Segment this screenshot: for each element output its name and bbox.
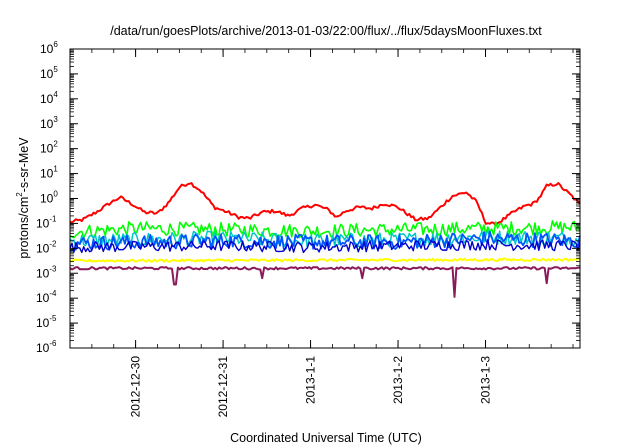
plot-frame xyxy=(69,48,581,349)
series-line-0 xyxy=(69,182,581,227)
y-tick-label: 105 xyxy=(40,65,58,81)
x-tick-label: 2012-12-30 xyxy=(129,356,143,418)
y-tick-label: 10-4 xyxy=(36,289,57,305)
series-line-6 xyxy=(69,266,581,298)
x-tick-label: 2013-1-2 xyxy=(391,356,405,404)
y-tick-label: 101 xyxy=(40,165,58,181)
y-tick-label: 10-1 xyxy=(36,214,57,230)
series-line-1 xyxy=(69,220,581,239)
y-tick-label: 100 xyxy=(40,190,58,206)
x-tick-label: 2012-12-31 xyxy=(216,356,230,418)
y-axis-label-sup: 2 xyxy=(15,192,24,197)
x-tick-label: 2013-1-3 xyxy=(479,356,493,404)
y-tick-label: 106 xyxy=(40,40,58,56)
series-line-5 xyxy=(69,257,581,263)
y-tick-label: 10-5 xyxy=(36,314,57,330)
x-tick-label: 2013-1-1 xyxy=(304,356,318,404)
series-line-3 xyxy=(69,230,581,252)
y-tick-label: 10-2 xyxy=(36,239,57,255)
axes: 10-6 10-5 10-4 10-3 10-2 10-1 100 101 102 103 104 1… xyxy=(36,40,581,418)
y-tick-label: 102 xyxy=(40,140,58,156)
y-axis-label-base: protons/cm xyxy=(17,197,31,259)
svg-text:protons/cm2-s-sr-MeV: protons/cm2-s-sr-MeV xyxy=(15,137,31,259)
y-tick-label: 103 xyxy=(40,115,58,131)
y-tick-label: 104 xyxy=(40,90,58,106)
y-tick-label: 10-6 xyxy=(36,339,57,355)
series-line-4 xyxy=(69,238,581,254)
y-tick-label: 10-3 xyxy=(36,264,57,280)
chart-title: /data/run/goesPlots/archive/2013-01-03/2… xyxy=(110,24,542,38)
y-axis-label: protons/cm2-s-sr-MeV xyxy=(15,137,31,259)
series-layer xyxy=(69,182,581,298)
x-axis-label: Coordinated Universal Time (UTC) xyxy=(230,431,422,445)
y-axis-label-rest: -s-sr-MeV xyxy=(17,137,31,193)
